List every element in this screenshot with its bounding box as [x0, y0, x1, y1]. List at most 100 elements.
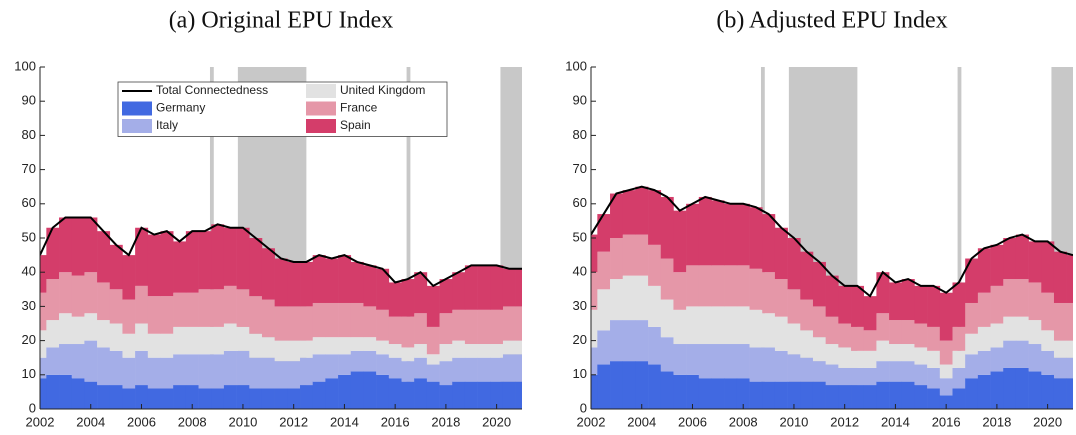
bar-segment — [376, 309, 390, 341]
bar-segment — [198, 231, 212, 290]
bar-segment — [261, 248, 275, 300]
bar-segment — [622, 361, 636, 409]
bar-segment — [223, 227, 237, 286]
bar-segment — [1041, 330, 1055, 351]
bar-segment — [1053, 302, 1067, 341]
legend-box — [117, 81, 448, 137]
bar-segment — [40, 357, 47, 379]
bar-segment — [109, 323, 123, 351]
bar-segment — [787, 238, 801, 290]
bar-segment — [84, 340, 98, 382]
bar-segment — [660, 337, 674, 372]
bar-segment — [749, 268, 763, 310]
legend-swatch — [122, 101, 152, 116]
bar-segment — [1028, 241, 1042, 283]
y-tick-label: 80 — [573, 127, 587, 142]
bar-segment — [160, 231, 174, 297]
bar-segment — [863, 296, 877, 331]
bar-segment — [914, 385, 928, 409]
bar-segment — [401, 381, 415, 409]
bar-segment — [452, 357, 466, 382]
bar-segment — [812, 381, 826, 409]
bar-segment — [388, 357, 402, 379]
bar-segment — [863, 385, 877, 409]
bar-segment — [927, 388, 941, 409]
bar-segment — [673, 309, 687, 345]
y-tick-label: 40 — [573, 264, 587, 279]
bar-segment — [135, 385, 149, 409]
bar-segment — [46, 227, 60, 280]
bar-segment — [109, 244, 123, 290]
bar-segment — [338, 337, 352, 355]
bar-segment — [46, 279, 60, 321]
bar-segment — [876, 340, 890, 362]
bar-segment — [59, 313, 73, 345]
x-tick-label: 2016 — [381, 414, 410, 429]
bar-segment — [426, 364, 440, 382]
bar-segment — [97, 320, 111, 348]
bar-segment — [97, 282, 111, 321]
bar-segment — [274, 306, 288, 341]
bar-segment — [147, 333, 161, 358]
bar-segment — [977, 292, 991, 327]
bar-segment — [1015, 367, 1029, 409]
bar-segment — [591, 234, 598, 273]
bar-segment — [648, 326, 662, 365]
bar-segment — [439, 279, 453, 314]
x-tick-label: 2006 — [127, 414, 156, 429]
bar-segment — [774, 316, 788, 351]
x-tick-label: 2010 — [228, 414, 257, 429]
bar-segment — [762, 313, 776, 348]
bar-segment — [325, 378, 339, 409]
bar-segment — [812, 361, 826, 382]
bar-segment — [800, 299, 814, 331]
bar-segment — [610, 320, 624, 362]
bar-segment — [490, 357, 504, 382]
bar-segment — [439, 385, 453, 409]
bar-segment — [1015, 340, 1029, 368]
legend-label: Germany — [156, 101, 205, 115]
bar-segment — [261, 388, 275, 409]
y-tick-label: 70 — [22, 161, 36, 176]
bar-segment — [863, 367, 877, 386]
shaded-period — [957, 67, 962, 409]
bar-segment — [350, 261, 364, 303]
bar-segment — [185, 292, 199, 327]
bar-segment — [597, 251, 611, 290]
bar-segment — [901, 381, 915, 409]
bar-segment — [274, 361, 288, 389]
bar-segment — [122, 388, 136, 409]
bar-segment — [889, 344, 903, 362]
bar-segment — [724, 203, 738, 266]
bar-segment — [800, 381, 814, 409]
bar-segment — [952, 326, 966, 351]
bar-segment — [464, 265, 478, 310]
bar-segment — [774, 381, 788, 409]
bar-segment — [838, 323, 852, 348]
bar-segment — [173, 241, 187, 293]
bar-segment — [464, 381, 478, 409]
bar-segment — [312, 302, 326, 338]
bar-segment — [787, 289, 801, 324]
bar-segment — [452, 309, 466, 341]
bar-segment — [135, 323, 149, 351]
bar-segment — [211, 354, 225, 389]
bar-segment — [1003, 316, 1017, 341]
bar-segment — [312, 381, 326, 409]
x-tick-label: 2018 — [982, 414, 1011, 429]
bar-segment — [249, 296, 263, 334]
bar-segment — [927, 326, 941, 351]
bar-segment — [173, 354, 187, 386]
bar-segment — [261, 337, 275, 358]
bar-segment — [635, 186, 649, 235]
bar-segment — [147, 296, 161, 334]
bar-segment — [350, 350, 364, 372]
bar-segment — [1041, 374, 1055, 409]
bar-segment — [426, 354, 440, 365]
bar-segment — [502, 381, 516, 409]
bar-segment — [673, 272, 687, 310]
bar-segment — [736, 265, 750, 307]
bar-segment — [300, 385, 314, 409]
bar-segment — [838, 385, 852, 409]
legend-swatch — [306, 101, 336, 116]
